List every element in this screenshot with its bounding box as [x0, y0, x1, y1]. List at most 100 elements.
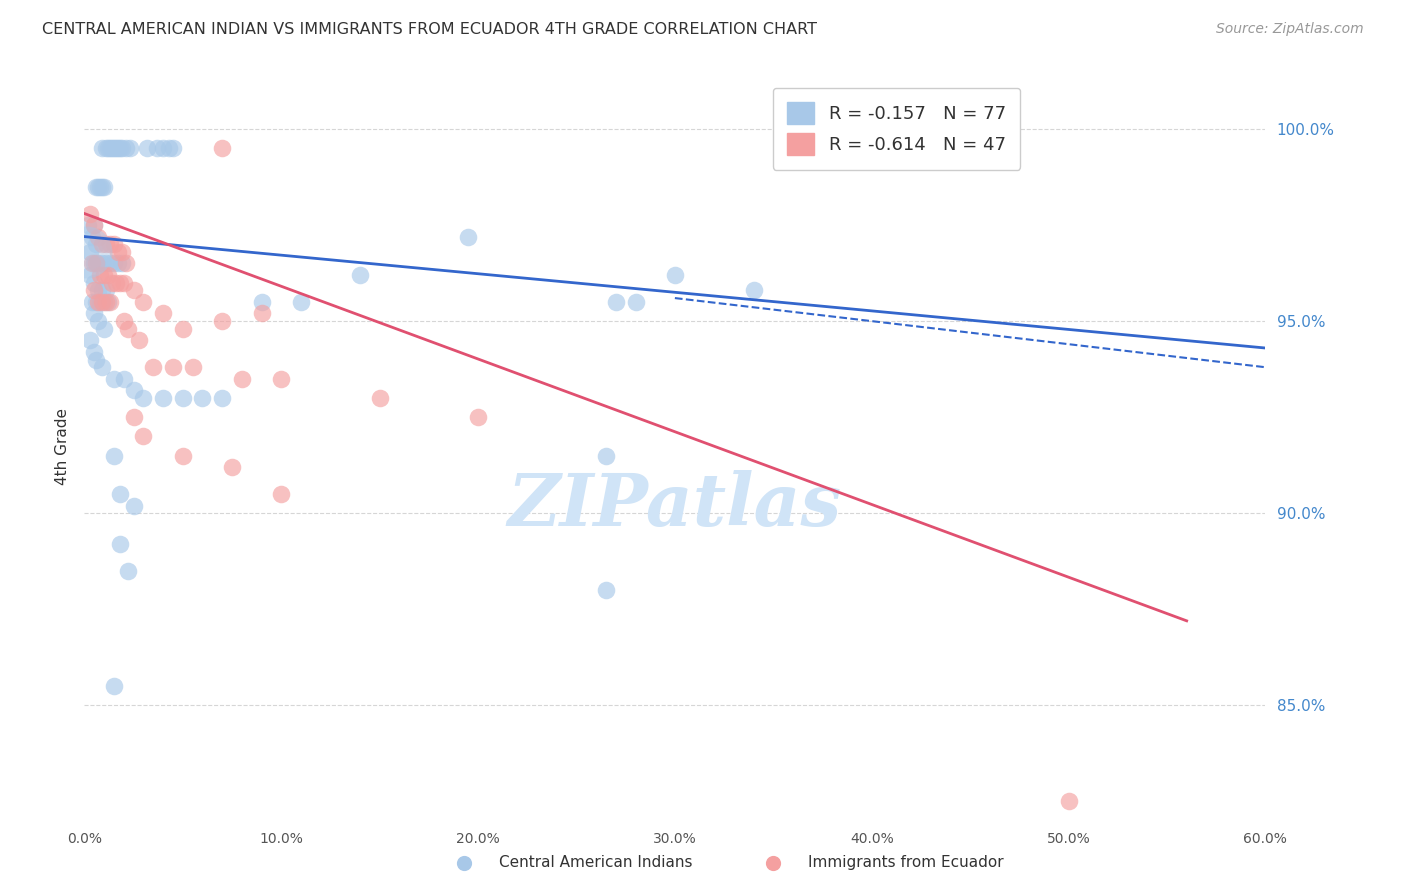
Point [142, 360, 165, 375]
Point [101, 276, 124, 290]
Point [114, 141, 136, 155]
Point [467, 410, 489, 425]
Point [83, 344, 105, 359]
Point [122, 410, 145, 425]
Point [91, 284, 114, 298]
Point [191, 391, 214, 405]
Point [79, 334, 101, 348]
Point [111, 256, 134, 270]
Point [83, 256, 105, 270]
Point [122, 284, 145, 298]
Point [368, 391, 391, 405]
Point [221, 460, 243, 475]
Point [82, 256, 104, 270]
Point [84, 294, 107, 309]
Point [132, 391, 155, 405]
Point [146, 141, 169, 155]
Point [103, 449, 125, 463]
Point [107, 256, 129, 270]
Point [624, 294, 647, 309]
Point [87, 229, 110, 244]
Point [762, 855, 785, 870]
Point [1057, 794, 1080, 808]
Point [83, 218, 105, 232]
Point [91, 141, 114, 155]
Point [94, 141, 117, 155]
Point [103, 372, 125, 386]
Point [94, 284, 117, 298]
Point [270, 372, 292, 386]
Point [152, 306, 174, 320]
Point [157, 141, 180, 155]
Point [91, 179, 114, 194]
Point [79, 206, 101, 220]
Point [98, 256, 121, 270]
Point [83, 218, 105, 232]
Text: Immigrants from Ecuador: Immigrants from Ecuador [808, 855, 1004, 870]
Point [87, 284, 110, 298]
Point [108, 141, 131, 155]
Point [152, 391, 174, 405]
Point [77, 218, 100, 232]
Point [97, 294, 120, 309]
Point [211, 314, 233, 328]
Point [108, 537, 131, 551]
Point [111, 244, 134, 259]
Point [132, 294, 155, 309]
Point [231, 372, 253, 386]
Point [93, 322, 115, 336]
Point [82, 229, 104, 244]
Point [75, 244, 97, 259]
Point [103, 237, 125, 252]
Point [172, 449, 194, 463]
Point [250, 294, 273, 309]
Point [79, 268, 101, 282]
Point [664, 268, 686, 282]
Point [117, 322, 139, 336]
Point [93, 294, 115, 309]
Point [211, 391, 233, 405]
Point [89, 268, 111, 282]
Text: ZIPatlas: ZIPatlas [508, 470, 842, 541]
Point [108, 276, 131, 290]
Point [98, 237, 121, 252]
Point [83, 306, 105, 320]
Point [91, 237, 114, 252]
Point [84, 237, 107, 252]
Point [172, 391, 194, 405]
Point [98, 294, 121, 309]
Point [82, 294, 104, 309]
Point [162, 360, 184, 375]
Point [79, 244, 101, 259]
Point [172, 322, 194, 336]
Point [87, 256, 110, 270]
Point [114, 256, 136, 270]
Point [83, 276, 105, 290]
Point [83, 284, 105, 298]
Text: Central American Indians: Central American Indians [499, 855, 693, 870]
Point [595, 583, 617, 598]
Point [93, 268, 115, 282]
Point [103, 141, 125, 155]
Point [107, 244, 129, 259]
Point [211, 141, 233, 155]
Point [250, 306, 273, 320]
Point [132, 429, 155, 443]
Point [128, 334, 150, 348]
Point [136, 141, 159, 155]
Point [453, 855, 475, 870]
Point [93, 179, 115, 194]
Point [91, 360, 114, 375]
Point [101, 141, 124, 155]
Point [595, 449, 617, 463]
Legend: R = -0.157   N = 77, R = -0.614   N = 47: R = -0.157 N = 77, R = -0.614 N = 47 [773, 88, 1021, 169]
Text: Source: ZipAtlas.com: Source: ZipAtlas.com [1216, 22, 1364, 37]
Point [87, 294, 110, 309]
Point [181, 360, 204, 375]
Point [108, 487, 131, 501]
Point [111, 141, 134, 155]
Point [270, 487, 292, 501]
Point [112, 372, 135, 386]
Point [112, 314, 135, 328]
Point [98, 141, 121, 155]
